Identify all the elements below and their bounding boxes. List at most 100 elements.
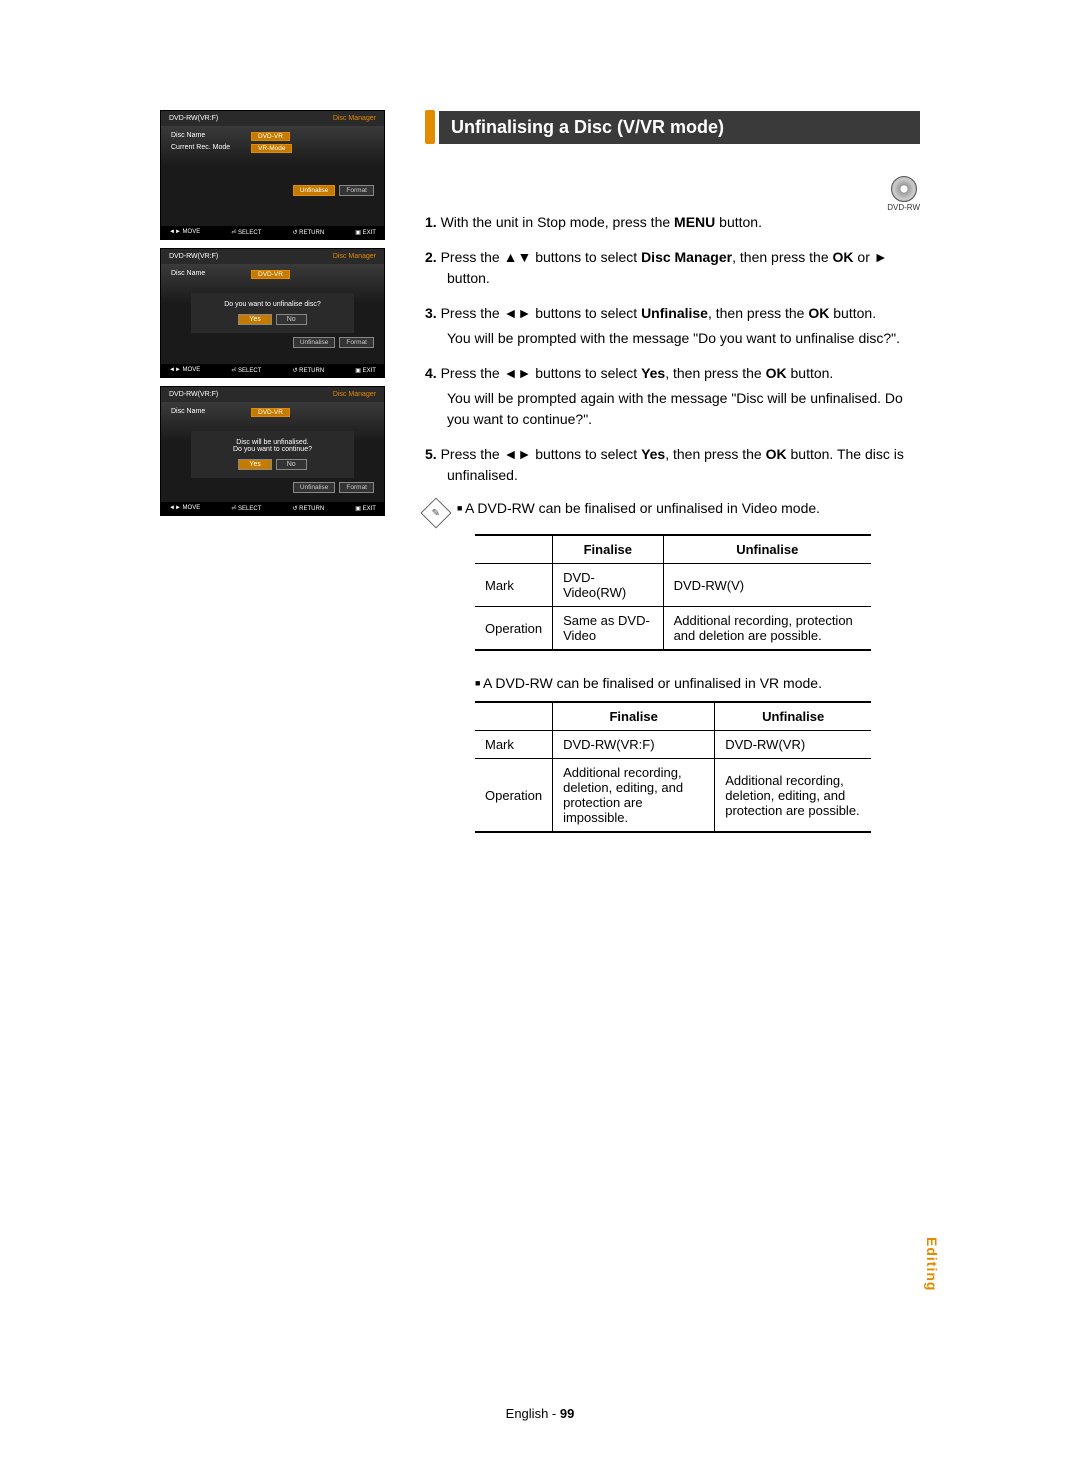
- table-row: Mark DVD-Video(RW) DVD-RW(V): [475, 564, 871, 607]
- unfinalise-btn: Unfinalise: [293, 337, 336, 348]
- th-finalise: Finalise: [553, 702, 715, 731]
- dialog-line1: Disc will be unfinalised.: [197, 439, 347, 446]
- tv-title-left: DVD-RW(VR:F): [169, 253, 218, 260]
- footer-exit: ▣ EXIT: [355, 505, 376, 512]
- t: Press the ◄► buttons to select: [441, 446, 641, 462]
- table-video-mode: Finalise Unfinalise Mark DVD-Video(RW) D…: [475, 534, 871, 651]
- t: Press the ◄► buttons to select: [441, 365, 641, 381]
- cell: DVD-Video(RW): [553, 564, 663, 607]
- tv-actions: Unfinalise Format: [171, 482, 374, 493]
- step-num: 4.: [425, 365, 437, 381]
- no-btn: No: [276, 459, 307, 470]
- t: Yes: [641, 446, 665, 462]
- tv-shot-1: DVD-RW(VR:F) Disc Manager Disc Name DVD-…: [160, 110, 385, 240]
- table-vr-mode: Finalise Unfinalise Mark DVD-RW(VR:F) DV…: [475, 701, 871, 833]
- yes-btn: Yes: [238, 314, 271, 325]
- step-5: 5. Press the ◄► buttons to select Yes, t…: [425, 444, 920, 486]
- note-2: A DVD-RW can be finalised or unfinalised…: [475, 675, 920, 691]
- t: , then press the: [665, 365, 765, 381]
- step-num: 1.: [425, 214, 437, 230]
- dialog-buttons: Yes No: [197, 459, 347, 470]
- tv-body: Disc Name DVD-VR Do you want to unfinali…: [161, 264, 384, 364]
- t: , then press the: [708, 305, 808, 321]
- step-3-sub: You will be prompted with the message "D…: [425, 328, 920, 349]
- format-btn: Format: [339, 185, 374, 196]
- disc-circle-icon: [891, 176, 917, 202]
- tv-actions: Unfinalise Format: [171, 337, 374, 348]
- tv-header: DVD-RW(VR:F) Disc Manager: [161, 387, 384, 402]
- page-footer: English - 99: [0, 1406, 1080, 1421]
- dialog: Disc will be unfinalised. Do you want to…: [191, 431, 353, 478]
- t: OK: [766, 446, 787, 462]
- tv-header: DVD-RW(VR:F) Disc Manager: [161, 111, 384, 126]
- disc-label: DVD-RW: [887, 203, 920, 212]
- tv-row: Disc Name DVD-VR: [171, 270, 374, 279]
- footer-move: ◄► MOVE: [169, 505, 200, 512]
- side-tab: Editing: [924, 1237, 940, 1291]
- cell: Additional recording, deletion, editing,…: [553, 759, 715, 833]
- tv-title-left: DVD-RW(VR:F): [169, 391, 218, 398]
- cell: Additional recording, deletion, editing,…: [715, 759, 871, 833]
- t: MENU: [674, 214, 715, 230]
- cell: Operation: [475, 759, 553, 833]
- tv-row: Disc Name DVD-VR: [171, 408, 374, 417]
- tv-footer: ◄► MOVE ⏎ SELECT ↺ RETURN ▣ EXIT: [161, 364, 384, 377]
- t: button.: [787, 365, 834, 381]
- tv-row-label: Disc Name: [171, 270, 251, 279]
- t: Yes: [641, 365, 665, 381]
- cell: Operation: [475, 607, 553, 651]
- t: Press the ◄► buttons to select: [441, 305, 641, 321]
- footer-move: ◄► MOVE: [169, 229, 200, 236]
- t: OK: [766, 365, 787, 381]
- step-num: 3.: [425, 305, 437, 321]
- tv-shot-2: DVD-RW(VR:F) Disc Manager Disc Name DVD-…: [160, 248, 385, 378]
- cell: DVD-RW(VR:F): [553, 731, 715, 759]
- dialog: Do you want to unfinalise disc? Yes No: [191, 293, 353, 333]
- tv-actions: Unfinalise Format: [171, 185, 374, 196]
- th-finalise: Finalise: [553, 535, 663, 564]
- format-btn: Format: [339, 337, 374, 348]
- dialog-buttons: Yes No: [197, 314, 347, 325]
- tv-title-left: DVD-RW(VR:F): [169, 115, 218, 122]
- tv-row-value: DVD-VR: [251, 132, 290, 141]
- step-num: 5.: [425, 446, 437, 462]
- footer-lang: English: [506, 1406, 549, 1421]
- footer-select: ⏎ SELECT: [231, 505, 261, 512]
- th-unfinalise: Unfinalise: [715, 702, 871, 731]
- tv-row-value: DVD-VR: [251, 270, 290, 279]
- no-btn: No: [276, 314, 307, 325]
- footer-exit: ▣ EXIT: [355, 367, 376, 374]
- table-row: Mark DVD-RW(VR:F) DVD-RW(VR): [475, 731, 871, 759]
- footer-return: ↺ RETURN: [292, 505, 324, 512]
- step-1: 1. With the unit in Stop mode, press the…: [425, 212, 920, 233]
- footer-exit: ▣ EXIT: [355, 229, 376, 236]
- tv-footer: ◄► MOVE ⏎ SELECT ↺ RETURN ▣ EXIT: [161, 226, 384, 239]
- th-blank: [475, 702, 553, 731]
- tv-header: DVD-RW(VR:F) Disc Manager: [161, 249, 384, 264]
- th-blank: [475, 535, 553, 564]
- content-column: Unfinalising a Disc (V/VR mode) DVD-RW 1…: [425, 110, 920, 857]
- table-row: Operation Same as DVD-Video Additional r…: [475, 607, 871, 651]
- footer-select: ⏎ SELECT: [231, 367, 261, 374]
- footer-move: ◄► MOVE: [169, 367, 200, 374]
- step-2: 2. Press the ▲▼ buttons to select Disc M…: [425, 247, 920, 289]
- footer-select: ⏎ SELECT: [231, 229, 261, 236]
- section-heading: Unfinalising a Disc (V/VR mode): [425, 110, 920, 144]
- t: Press the ▲▼ buttons to select: [441, 249, 641, 265]
- tv-footer: ◄► MOVE ⏎ SELECT ↺ RETURN ▣ EXIT: [161, 502, 384, 515]
- tv-row: Disc Name DVD-VR: [171, 132, 374, 141]
- screenshots-column: DVD-RW(VR:F) Disc Manager Disc Name DVD-…: [160, 110, 385, 857]
- tv-row-label: Disc Name: [171, 132, 251, 141]
- footer-return: ↺ RETURN: [292, 229, 324, 236]
- step-4: 4. Press the ◄► buttons to select Yes, t…: [425, 363, 920, 384]
- t: , then press the: [665, 446, 765, 462]
- tv-title-right: Disc Manager: [333, 391, 376, 398]
- tv-shot-3: DVD-RW(VR:F) Disc Manager Disc Name DVD-…: [160, 386, 385, 516]
- heading-text: Unfinalising a Disc (V/VR mode): [439, 111, 920, 144]
- format-btn: Format: [339, 482, 374, 493]
- tv-row-label: Disc Name: [171, 408, 251, 417]
- tv-row-value: DVD-VR: [251, 408, 290, 417]
- t: Unfinalise: [641, 305, 708, 321]
- dialog-text: Do you want to unfinalise disc?: [197, 301, 347, 308]
- cell: Additional recording, protection and del…: [663, 607, 871, 651]
